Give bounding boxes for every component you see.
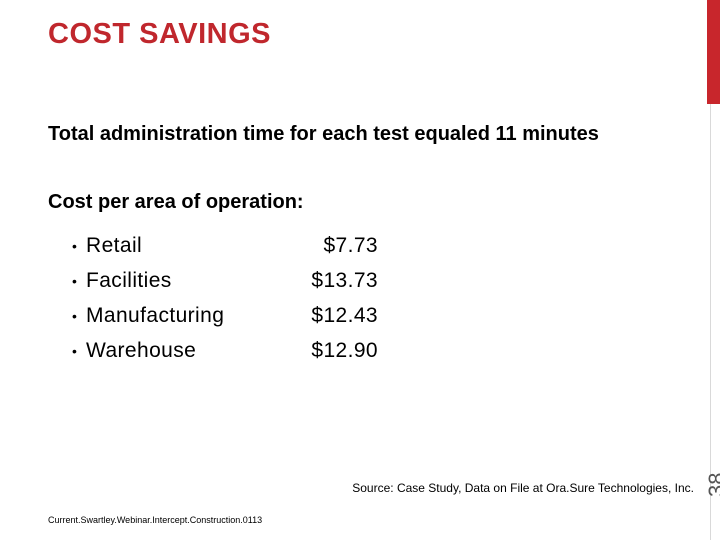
cost-list: • Retail $7.73 • Facilities $13.73 • Man…	[72, 228, 378, 368]
slide-title: COST SAVINGS	[48, 18, 271, 50]
footer-text: Current.Swartley.Webinar.Intercept.Const…	[48, 515, 263, 525]
cost-value: $13.73	[311, 268, 378, 292]
list-item: • Facilities $13.73	[72, 263, 378, 298]
area-label: Manufacturing	[86, 303, 225, 327]
slide-number: 38	[704, 472, 720, 497]
accent-bar	[707, 0, 720, 104]
cost-value: $12.90	[311, 338, 378, 362]
cost-value: $7.73	[323, 233, 378, 257]
area-label: Warehouse	[86, 338, 197, 362]
area-label: Retail	[86, 233, 143, 257]
cost-value: $12.43	[311, 303, 378, 327]
bullet-icon: •	[72, 272, 78, 289]
bullet-icon: •	[72, 342, 78, 359]
source-citation: Source: Case Study, Data on File at Ora.…	[352, 481, 694, 495]
bullet-icon: •	[72, 237, 78, 254]
bullet-icon: •	[72, 307, 78, 324]
list-item: • Manufacturing $12.43	[72, 298, 378, 333]
cost-heading: Cost per area of operation:	[48, 191, 304, 213]
side-divider	[710, 104, 711, 540]
administration-time-text: Total administration time for each test …	[48, 123, 599, 145]
area-label: Facilities	[86, 268, 172, 292]
list-item: • Warehouse $12.90	[72, 333, 378, 368]
list-item: • Retail $7.73	[72, 228, 378, 263]
